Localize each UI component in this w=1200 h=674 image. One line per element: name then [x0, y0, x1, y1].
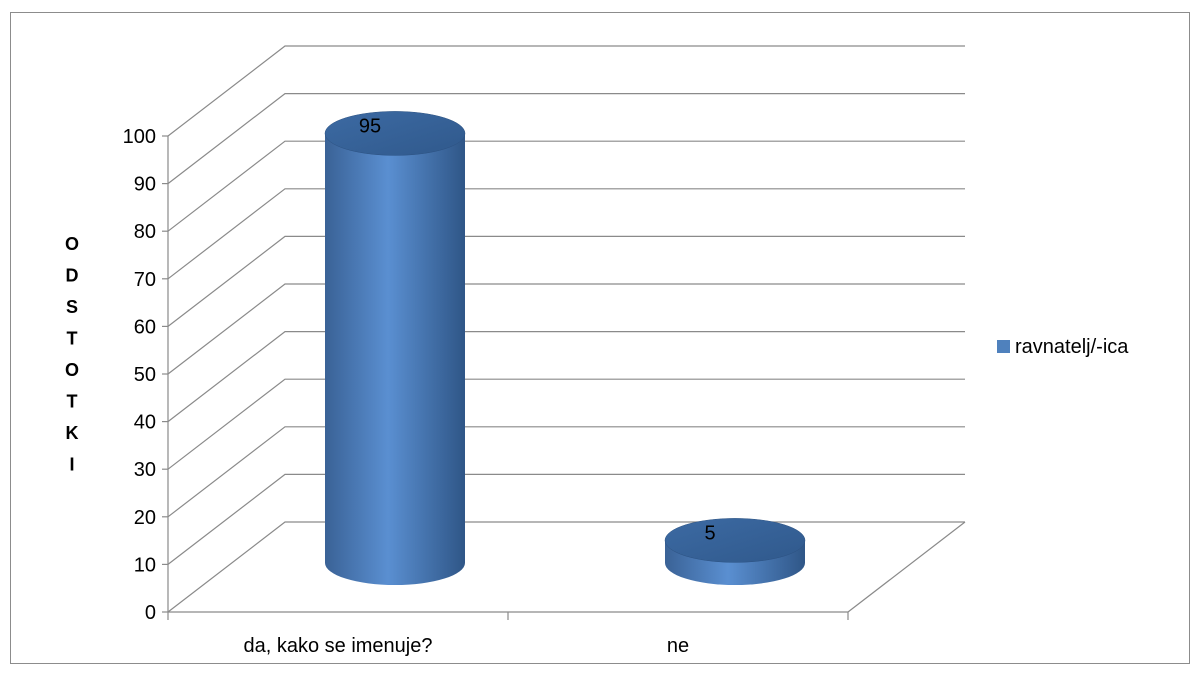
x-category-labels: da, kako se imenuje? ne — [243, 635, 689, 657]
y-axis-label-letter: S — [66, 297, 78, 317]
gridline — [167, 331, 965, 423]
y-tick-label: 50 — [134, 364, 156, 386]
floor-edge — [168, 521, 966, 613]
y-axis-label-letter: T — [67, 329, 78, 349]
y-tick-label: 40 — [134, 412, 156, 434]
y-axis-label-letter: O — [65, 360, 79, 380]
y-tick-label: 30 — [134, 459, 156, 481]
gridlines — [167, 45, 965, 613]
gridline — [167, 378, 965, 470]
gridline — [167, 45, 965, 137]
bars: 95 5 — [324, 111, 806, 585]
y-tick-label: 70 — [134, 269, 156, 291]
bar-0: 95 — [324, 111, 466, 585]
y-axis-label-letter: T — [67, 392, 78, 412]
legend-swatch — [997, 340, 1010, 353]
bar-top — [664, 518, 806, 563]
gridline — [167, 473, 965, 565]
x-category-label: ne — [667, 635, 689, 657]
y-axis-label-letter: K — [66, 423, 79, 443]
x-category-label: da, kako se imenuje? — [243, 635, 432, 657]
y-tick-label: 100 — [123, 126, 156, 148]
legend: ravnatelj/-ica — [997, 336, 1129, 358]
y-tick-label: 20 — [134, 507, 156, 529]
data-label: 5 — [704, 522, 715, 544]
y-tick-labels: 0 10 20 30 40 50 60 70 80 90 100 — [123, 126, 156, 624]
y-axis-label-letter: D — [66, 266, 79, 286]
gridline — [167, 426, 965, 518]
bar-body — [325, 133, 465, 585]
y-tick-label: 80 — [134, 221, 156, 243]
y-axis-label-letter: O — [65, 234, 79, 254]
gridline — [167, 92, 965, 185]
chart-frame — [10, 12, 1190, 664]
y-tick-label: 60 — [134, 316, 156, 338]
gridline — [167, 235, 965, 327]
bar-top — [324, 111, 466, 156]
bar-1: 5 — [664, 518, 806, 585]
y-tick-label: 90 — [134, 174, 156, 196]
legend-label: ravnatelj/-ica — [1015, 336, 1129, 358]
gridline — [167, 140, 965, 232]
gridline — [167, 283, 965, 375]
gridline — [167, 188, 965, 280]
axes — [162, 135, 966, 620]
y-tick-label: 0 — [145, 602, 156, 624]
gridline — [167, 521, 965, 613]
y-tick-label: 10 — [134, 554, 156, 576]
data-label: 95 — [359, 115, 381, 137]
y-axis-label-letter: I — [69, 455, 74, 475]
